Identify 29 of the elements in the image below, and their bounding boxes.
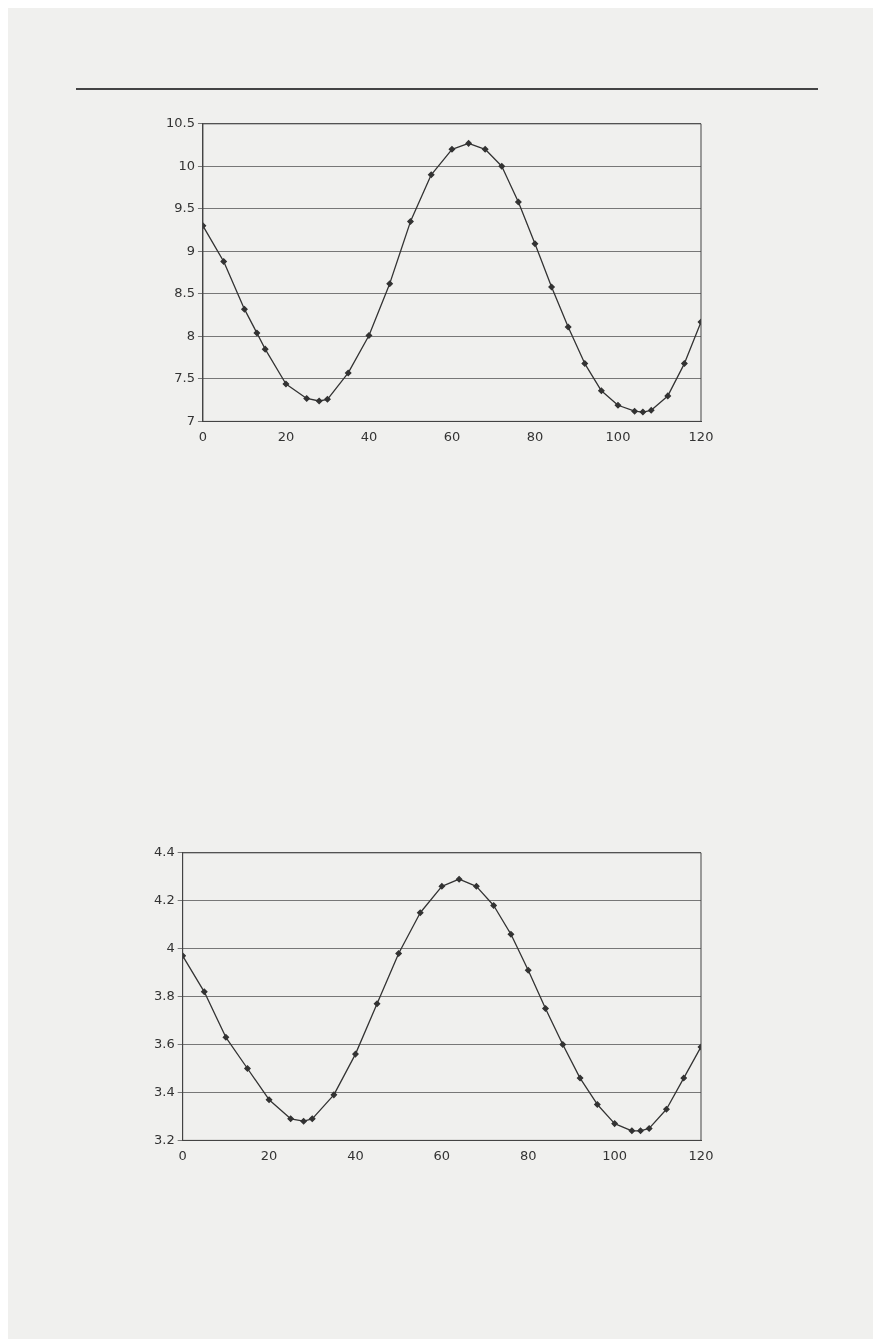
x-tick-label: 100 xyxy=(602,1147,628,1163)
x-tick-label: 120 xyxy=(688,1147,714,1163)
x-tick-label: 40 xyxy=(360,428,378,444)
y-tick-label: 4.2 xyxy=(153,892,175,908)
y-tick-label: 3.6 xyxy=(153,1035,175,1051)
x-tick-label: 60 xyxy=(433,1147,451,1163)
x-tick-label: 80 xyxy=(526,428,544,444)
y-tick-label: 7 xyxy=(186,412,195,428)
x-tick-label: 20 xyxy=(277,428,295,444)
y-tick-label: 3.2 xyxy=(153,1131,175,1147)
y-tick-label: 3.4 xyxy=(153,1083,175,1099)
y-tick-label: 9.5 xyxy=(174,200,195,216)
x-tick-label: 0 xyxy=(198,428,208,444)
y-tick-label: 4 xyxy=(166,940,175,956)
x-tick-label: 0 xyxy=(178,1147,187,1163)
x-tick-label: 100 xyxy=(605,428,631,444)
y-tick-label: 3.8 xyxy=(153,987,175,1003)
x-tick-label: 80 xyxy=(519,1147,537,1163)
y-tick-label: 4.4 xyxy=(153,844,175,860)
y-tick-label: 10.5 xyxy=(165,115,195,131)
x-tick-label: 120 xyxy=(688,428,714,444)
x-tick-label: 40 xyxy=(347,1147,364,1163)
y-tick-label: 7.5 xyxy=(174,370,195,386)
y-tick-label: 8 xyxy=(186,327,195,343)
y-tick-label: 8.5 xyxy=(174,285,195,301)
y-tick-label: 9 xyxy=(186,242,195,258)
y-tick-label: 10 xyxy=(178,157,195,173)
x-tick-label: 20 xyxy=(260,1147,278,1163)
x-tick-label: 60 xyxy=(443,428,461,444)
